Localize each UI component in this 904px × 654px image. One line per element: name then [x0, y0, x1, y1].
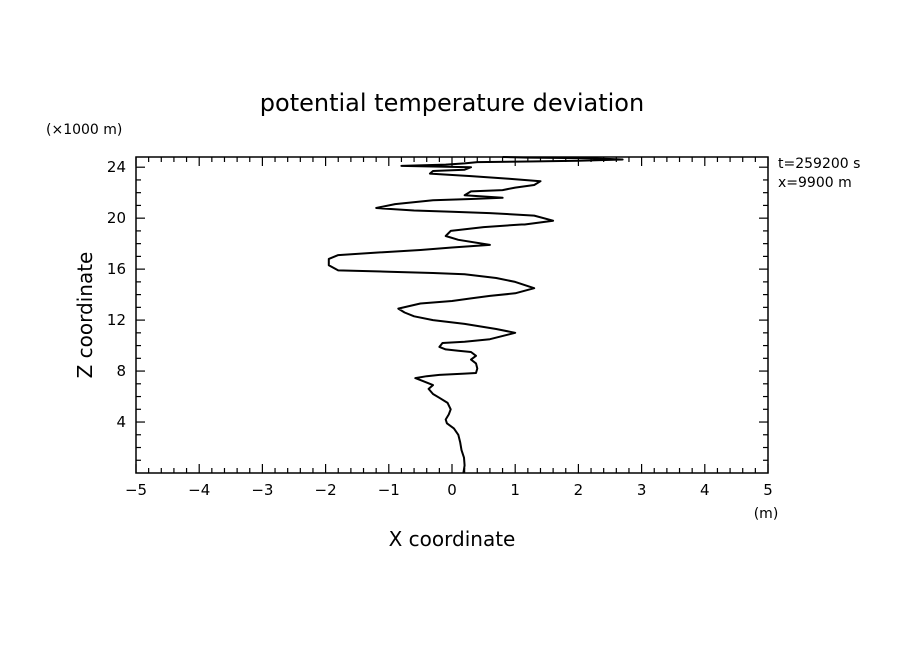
x-tick-label: −5: [125, 481, 147, 499]
y-tick-label: 20: [107, 209, 126, 227]
x-tick-label: 1: [510, 481, 520, 499]
x-tick-label: 0: [447, 481, 457, 499]
y-tick-label: 24: [107, 158, 126, 176]
axis-ticks: [135, 157, 769, 473]
x-tick-label: 3: [637, 481, 647, 499]
time-annotation: t=259200 s: [778, 156, 860, 172]
x-tick-label: 5: [763, 481, 773, 499]
position-annotation: x=9900 m: [778, 175, 852, 191]
x-tick-label: −1: [378, 481, 400, 499]
y-tick-label: 16: [107, 260, 126, 278]
series-line: [327, 156, 624, 474]
x-axis-title: X coordinate: [389, 527, 516, 551]
x-tick-label: −2: [315, 481, 337, 499]
x-tick-label: 4: [700, 481, 710, 499]
x-tick-label: −3: [251, 481, 273, 499]
x-tick-label: −4: [188, 481, 210, 499]
plot-frame: [135, 156, 769, 474]
x-tick-label: 2: [574, 481, 584, 499]
y-tick-label: 8: [116, 362, 126, 380]
y-tick-label: 12: [107, 311, 126, 329]
y-tick-label: 4: [116, 413, 126, 431]
x-unit-label: (m): [754, 506, 779, 522]
y-unit-label: (×1000 m): [46, 122, 122, 138]
chart-title: potential temperature deviation: [260, 89, 644, 117]
y-axis-title: Z coordinate: [73, 252, 97, 379]
